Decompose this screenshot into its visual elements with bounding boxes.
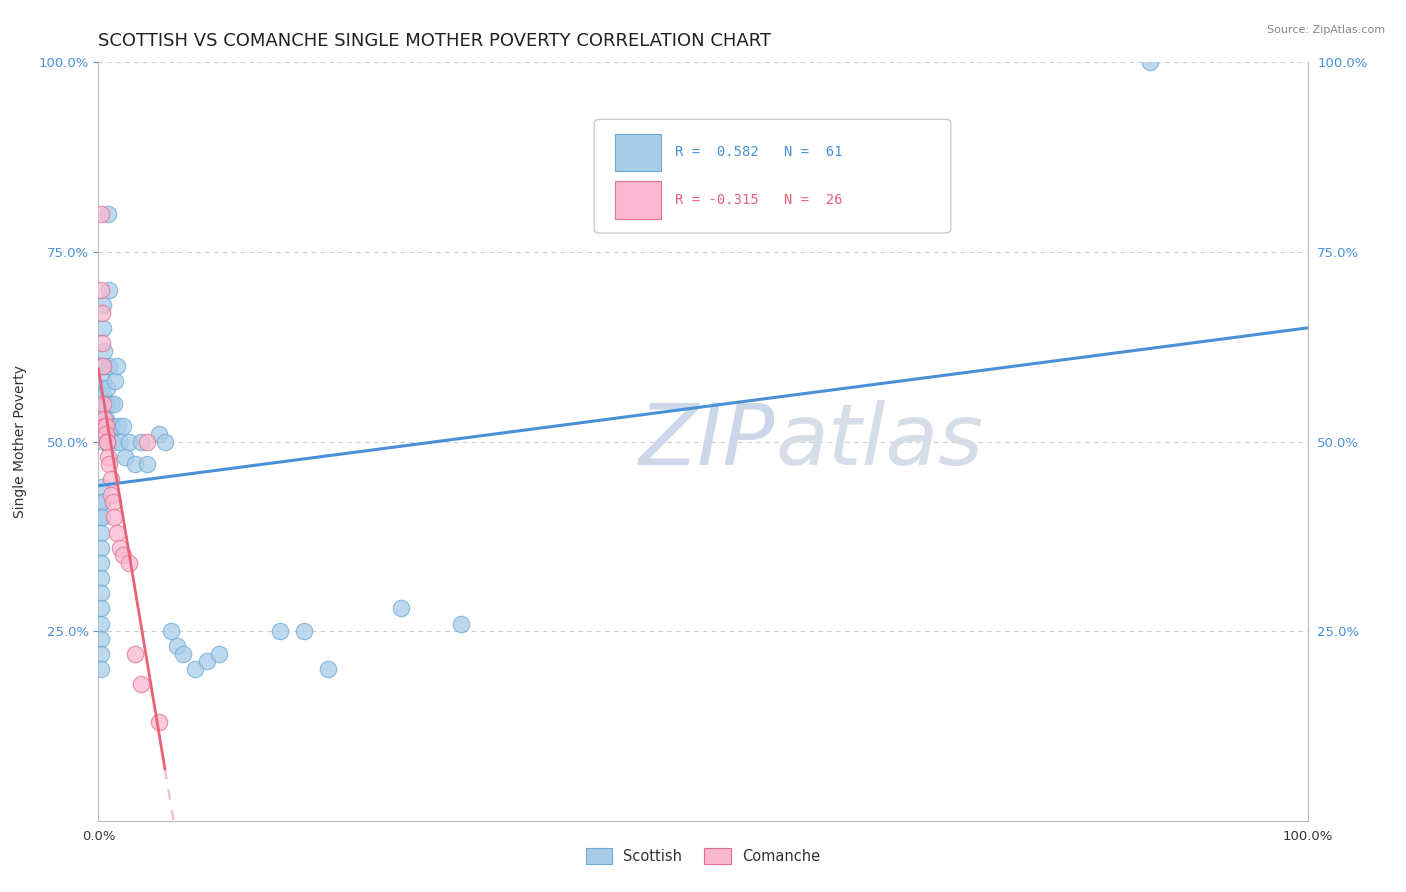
- Point: [93, 419, 115, 434]
- Point: [90, 616, 112, 631]
- Point: [91, 305, 114, 319]
- Point: [90, 571, 112, 585]
- Point: [153, 434, 176, 449]
- Point: [98, 359, 121, 373]
- Point: [94, 427, 117, 442]
- Point: [91, 298, 114, 312]
- Point: [135, 434, 157, 449]
- Point: [90, 586, 112, 600]
- Point: [105, 359, 128, 373]
- Point: [97, 450, 120, 464]
- Point: [91, 382, 114, 396]
- Point: [91, 389, 114, 403]
- Point: [269, 624, 291, 639]
- Point: [93, 434, 115, 449]
- Point: [98, 283, 121, 297]
- Point: [96, 382, 118, 396]
- Legend: Scottish, Comanche: Scottish, Comanche: [579, 842, 827, 871]
- Point: [90, 601, 112, 615]
- Point: [100, 473, 122, 487]
- Point: [101, 434, 124, 449]
- Point: [148, 715, 170, 730]
- Point: [96, 434, 118, 449]
- Point: [98, 458, 121, 472]
- Point: [90, 541, 112, 555]
- Point: [100, 487, 122, 501]
- Text: atlas: atlas: [776, 400, 984, 483]
- Point: [1139, 55, 1161, 70]
- Point: [129, 677, 152, 691]
- Point: [111, 548, 134, 563]
- Point: [135, 458, 157, 472]
- Point: [195, 655, 218, 669]
- Point: [93, 359, 115, 373]
- FancyBboxPatch shape: [614, 181, 661, 219]
- Point: [160, 624, 183, 639]
- Point: [148, 427, 170, 442]
- Point: [90, 510, 112, 524]
- Point: [91, 359, 114, 373]
- Point: [91, 374, 114, 388]
- Point: [101, 495, 124, 509]
- Point: [108, 434, 131, 449]
- Point: [100, 419, 122, 434]
- Point: [91, 396, 114, 410]
- Point: [93, 343, 115, 358]
- FancyBboxPatch shape: [595, 120, 950, 233]
- Point: [292, 624, 315, 639]
- Text: R = -0.315   N =  26: R = -0.315 N = 26: [675, 193, 842, 207]
- Point: [94, 419, 117, 434]
- Point: [108, 541, 131, 555]
- Point: [90, 647, 112, 661]
- FancyBboxPatch shape: [614, 134, 661, 171]
- Point: [90, 662, 112, 676]
- Point: [90, 495, 112, 509]
- Point: [124, 647, 146, 661]
- Point: [129, 434, 152, 449]
- Point: [184, 662, 207, 676]
- Point: [104, 374, 127, 388]
- Point: [166, 639, 188, 653]
- Text: R =  0.582   N =  61: R = 0.582 N = 61: [675, 145, 842, 159]
- Point: [114, 450, 136, 464]
- Point: [96, 434, 118, 449]
- Point: [94, 396, 117, 410]
- Text: SCOTTISH VS COMANCHE SINGLE MOTHER POVERTY CORRELATION CHART: SCOTTISH VS COMANCHE SINGLE MOTHER POVER…: [98, 32, 772, 50]
- Text: ZIP: ZIP: [640, 400, 776, 483]
- Point: [90, 283, 112, 297]
- Point: [91, 396, 114, 410]
- Text: Source: ZipAtlas.com: Source: ZipAtlas.com: [1267, 25, 1385, 35]
- Point: [118, 434, 141, 449]
- Point: [90, 207, 112, 221]
- Point: [111, 419, 134, 434]
- Point: [94, 412, 117, 426]
- Point: [91, 480, 114, 494]
- Point: [91, 510, 114, 524]
- Point: [100, 396, 122, 410]
- Point: [96, 396, 118, 410]
- Point: [91, 335, 114, 350]
- Point: [124, 458, 146, 472]
- Point: [172, 647, 194, 661]
- Point: [91, 359, 114, 373]
- Point: [389, 601, 412, 615]
- Point: [208, 647, 231, 661]
- Point: [97, 207, 120, 221]
- Point: [118, 556, 141, 570]
- Point: [103, 510, 125, 524]
- Point: [91, 320, 114, 334]
- Point: [103, 396, 125, 410]
- Y-axis label: Single Mother Poverty: Single Mother Poverty: [13, 365, 27, 518]
- Point: [90, 632, 112, 646]
- Point: [105, 525, 128, 540]
- Point: [93, 412, 115, 426]
- Point: [90, 556, 112, 570]
- Point: [316, 662, 339, 676]
- Point: [450, 616, 472, 631]
- Point: [107, 419, 129, 434]
- Point: [91, 495, 114, 509]
- Point: [93, 419, 115, 434]
- Point: [90, 525, 112, 540]
